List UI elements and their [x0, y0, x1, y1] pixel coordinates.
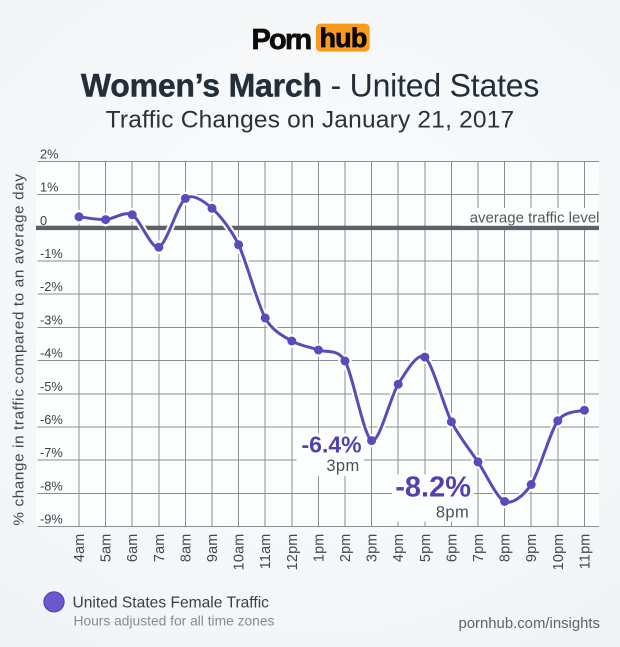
svg-text:10am: 10am [232, 534, 248, 571]
svg-text:6pm: 6pm [444, 534, 460, 563]
svg-text:11pm: 11pm [577, 534, 593, 570]
svg-text:Hours adjusted for all time zo: Hours adjusted for all time zones [74, 614, 275, 629]
svg-text:3pm: 3pm [326, 457, 359, 475]
svg-text:-6.4%: -6.4% [302, 432, 362, 458]
svg-text:% change in traffic compared t: % change in traffic compared to an avera… [11, 173, 28, 525]
svg-text:8pm: 8pm [498, 534, 514, 563]
svg-text:2pm: 2pm [338, 534, 354, 563]
svg-text:-2%: -2% [40, 279, 63, 294]
svg-text:-7%: -7% [40, 445, 63, 460]
svg-text:5am: 5am [99, 534, 115, 563]
svg-text:Women’s March - United States: Women’s March - United States [81, 68, 539, 104]
svg-text:-9%: -9% [40, 512, 63, 527]
svg-text:3pm: 3pm [365, 534, 381, 563]
svg-text:United States Female Traffic: United States Female Traffic [73, 594, 270, 611]
svg-text:4pm: 4pm [391, 534, 407, 563]
svg-text:-5%: -5% [40, 379, 63, 394]
svg-text:12pm: 12pm [285, 534, 301, 571]
svg-text:7am: 7am [152, 534, 168, 563]
svg-text:8am: 8am [178, 534, 194, 563]
svg-text:4am: 4am [72, 534, 88, 563]
svg-text:-3%: -3% [40, 312, 63, 327]
svg-text:11am: 11am [258, 534, 274, 570]
svg-text:average traffic level: average traffic level [470, 209, 600, 226]
svg-text:1pm: 1pm [311, 534, 327, 563]
svg-text:-8%: -8% [40, 478, 63, 493]
svg-text:1%: 1% [40, 180, 59, 195]
svg-text:Traffic Changes on January 21,: Traffic Changes on January 21, 2017 [106, 107, 515, 134]
svg-text:0: 0 [40, 213, 47, 228]
svg-text:-6%: -6% [40, 412, 63, 427]
svg-text:10pm: 10pm [551, 534, 567, 571]
svg-text:5pm: 5pm [418, 534, 434, 563]
svg-text:2%: 2% [40, 147, 59, 162]
svg-text:-1%: -1% [40, 246, 63, 261]
svg-text:9pm: 9pm [524, 534, 540, 563]
svg-text:7pm: 7pm [471, 534, 487, 563]
svg-text:9am: 9am [205, 534, 221, 563]
svg-text:6am: 6am [125, 534, 141, 563]
svg-text:hub: hub [319, 23, 366, 53]
svg-text:Porn: Porn [252, 24, 311, 56]
svg-text:8pm: 8pm [436, 504, 469, 522]
svg-text:-4%: -4% [40, 346, 63, 361]
svg-text:pornhub.com/insights: pornhub.com/insights [458, 616, 600, 632]
svg-text:-8.2%: -8.2% [395, 472, 471, 504]
